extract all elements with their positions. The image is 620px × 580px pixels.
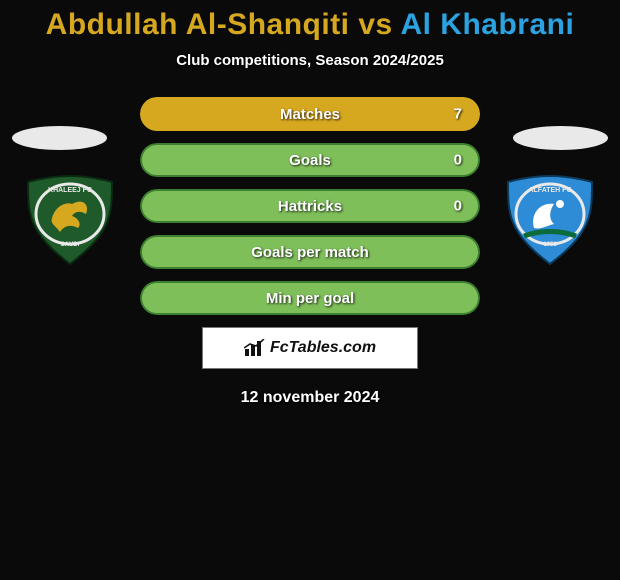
crest-text-top: KHALEEJ FC: [48, 187, 92, 194]
subtitle: Club competitions, Season 2024/2025: [0, 52, 620, 69]
stat-label: Min per goal: [266, 290, 354, 307]
title-player-right: Al Khabrani: [400, 8, 574, 41]
stat-label: Hattricks: [278, 198, 342, 215]
title-vs: vs: [350, 8, 401, 41]
stat-row: Goals 0: [140, 143, 480, 177]
team-crest-left: KHALEEJ FC SAUDI: [20, 174, 120, 266]
stat-row: Matches 7: [140, 97, 480, 131]
stat-value: 0: [454, 198, 462, 215]
brand-box: FcTables.com: [202, 327, 418, 369]
crest-text-top: ALFATEH FC: [528, 187, 571, 194]
crest-text-bottom: 1958: [543, 242, 557, 248]
stat-value: 0: [454, 152, 462, 169]
bar-chart-icon: [244, 339, 266, 357]
ball-icon: [556, 200, 564, 208]
player-ellipse-right: [513, 126, 608, 150]
stat-label: Goals per match: [251, 244, 369, 261]
stat-row: Hattricks 0: [140, 189, 480, 223]
stat-value: 7: [454, 106, 462, 123]
page-title: Abdullah Al-Shanqiti vs Al Khabrani: [0, 8, 620, 42]
crest-text-bottom: SAUDI: [61, 242, 80, 248]
player-ellipse-left: [12, 126, 107, 150]
comparison-card: Abdullah Al-Shanqiti vs Al Khabrani Club…: [0, 0, 620, 580]
title-player-left: Abdullah Al-Shanqiti: [46, 8, 350, 41]
stat-label: Matches: [280, 106, 340, 123]
stat-label: Goals: [289, 152, 331, 169]
stat-row: Min per goal: [140, 281, 480, 315]
brand-text: FcTables.com: [270, 339, 376, 357]
date-text: 12 november 2024: [0, 389, 620, 407]
stat-row: Goals per match: [140, 235, 480, 269]
stats-list: Matches 7 Goals 0 Hattricks 0 Goals per match M…: [140, 97, 480, 315]
team-crest-right: ALFATEH FC 1958: [500, 174, 600, 266]
